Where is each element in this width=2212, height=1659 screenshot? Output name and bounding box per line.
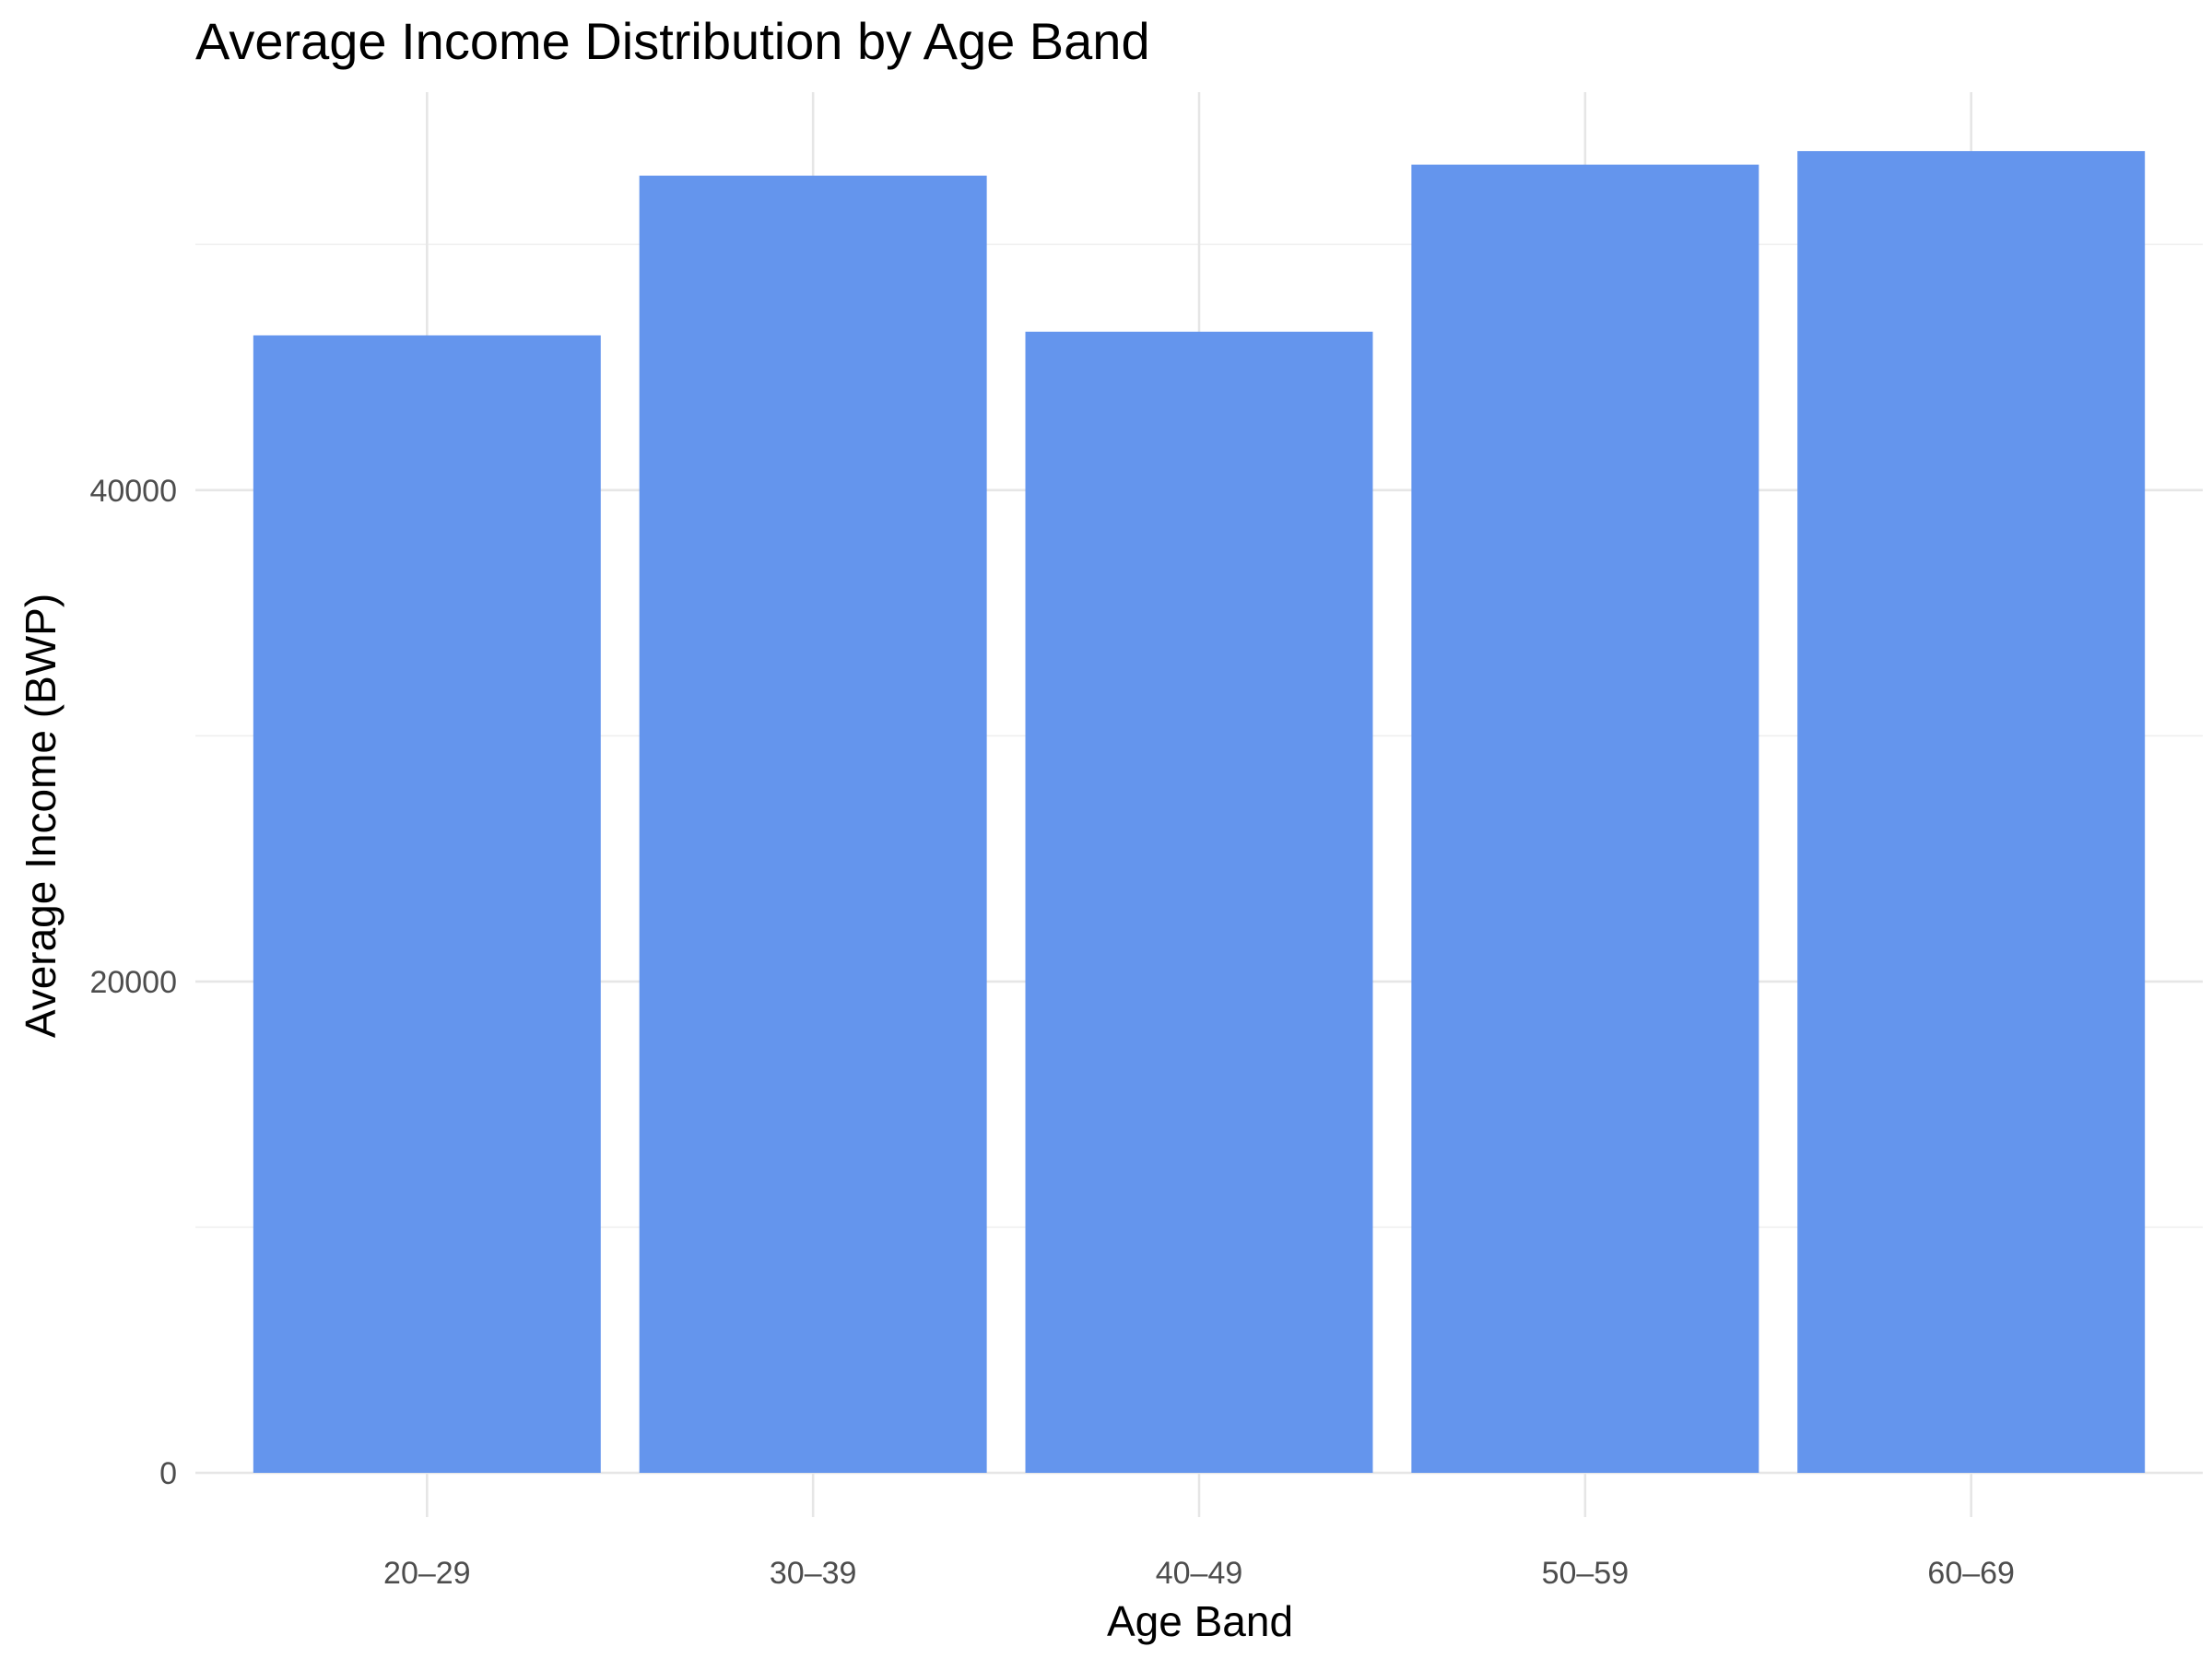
x-tick-label: 50–59 — [1542, 1556, 1630, 1591]
x-tick-label: 40–49 — [1156, 1556, 1243, 1591]
bar-20–29 — [253, 335, 601, 1473]
y-tick-label: 0 — [159, 1456, 177, 1491]
y-tick-label: 40000 — [89, 474, 177, 509]
bar-60–69 — [1797, 150, 2146, 1473]
y-tick-label: 20000 — [89, 965, 177, 1000]
x-axis-title: Age Band — [1107, 1597, 1293, 1645]
y-axis-title: Average Income (BWP) — [17, 594, 65, 1038]
x-tick-label: 30–39 — [770, 1556, 857, 1591]
x-axis-ticks: 20–29 30–39 40–49 50–59 60–69 — [383, 1556, 2015, 1591]
bars — [253, 150, 2146, 1474]
bar-40–49 — [1025, 331, 1373, 1474]
x-tick-label: 60–69 — [1927, 1556, 2015, 1591]
bar-30–39 — [639, 175, 987, 1473]
x-tick-label: 20–29 — [383, 1556, 471, 1591]
bar-50–59 — [1411, 164, 1759, 1473]
chart-title: Average Income Distribution by Age Band — [195, 12, 1150, 70]
y-axis-ticks: 0 20000 40000 — [89, 474, 177, 1491]
